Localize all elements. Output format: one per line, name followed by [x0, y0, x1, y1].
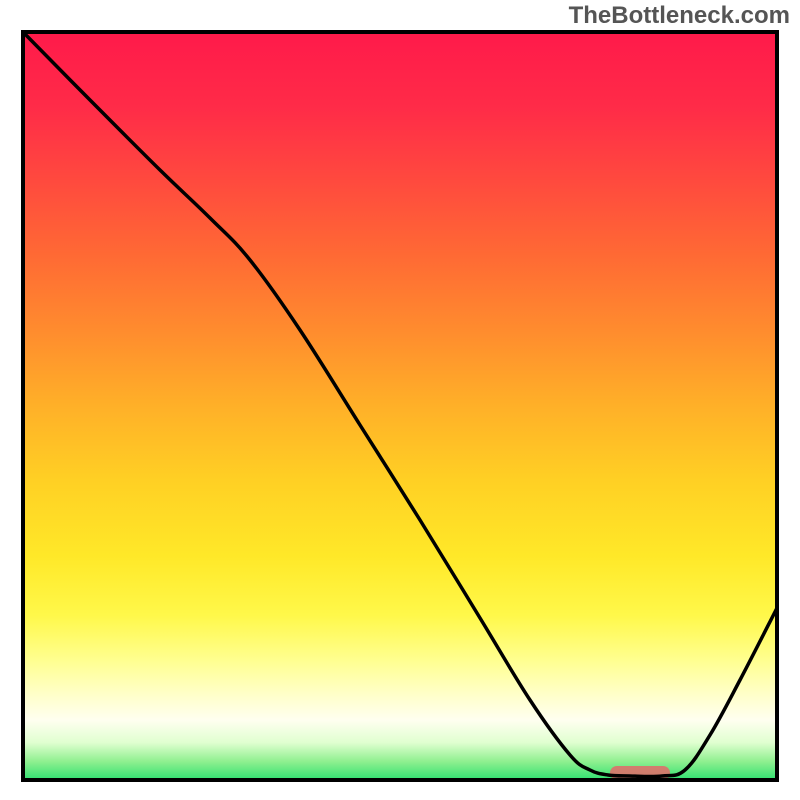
watermark-text: TheBottleneck.com: [569, 2, 790, 30]
chart-svg: [0, 0, 800, 800]
chart-container: TheBottleneck.com: [0, 0, 800, 800]
